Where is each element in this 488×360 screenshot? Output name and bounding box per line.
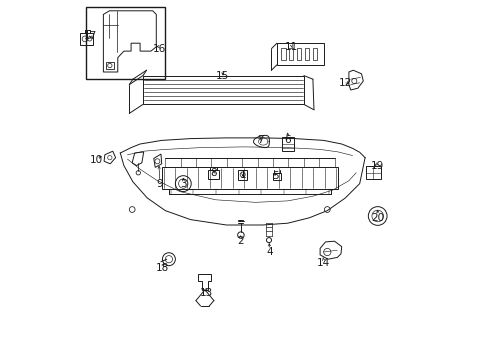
Bar [86,7,165,79]
Text: 2: 2 [236,236,243,246]
Text: 20: 20 [370,213,384,223]
Text: 17: 17 [83,31,97,41]
Text: 19: 19 [370,161,384,171]
Text: 14: 14 [316,258,330,268]
Text: 13: 13 [200,288,213,298]
Bar [312,48,317,60]
Bar [238,170,246,180]
Bar [272,173,281,180]
Text: 15: 15 [216,71,229,81]
Text: 3: 3 [180,179,186,189]
Bar [276,43,323,65]
Bar [80,33,93,45]
Bar [366,166,380,179]
Text: 8: 8 [210,168,217,178]
Bar [288,48,293,60]
Bar [305,48,309,60]
Bar [208,170,219,179]
Text: 12: 12 [338,78,351,88]
Bar [142,76,303,104]
Bar [106,62,114,69]
Bar [281,48,285,60]
Text: 1: 1 [239,170,245,180]
Text: 11: 11 [284,42,297,52]
Text: 9: 9 [156,179,163,189]
Text: 5: 5 [271,171,278,181]
Text: 10: 10 [89,155,102,165]
Text: 4: 4 [266,247,272,257]
Text: 16: 16 [153,44,166,54]
Text: 6: 6 [284,135,290,145]
Bar [296,48,301,60]
Bar [162,167,337,189]
Bar [281,137,293,151]
Text: 18: 18 [156,263,169,273]
Text: 7: 7 [257,135,264,145]
